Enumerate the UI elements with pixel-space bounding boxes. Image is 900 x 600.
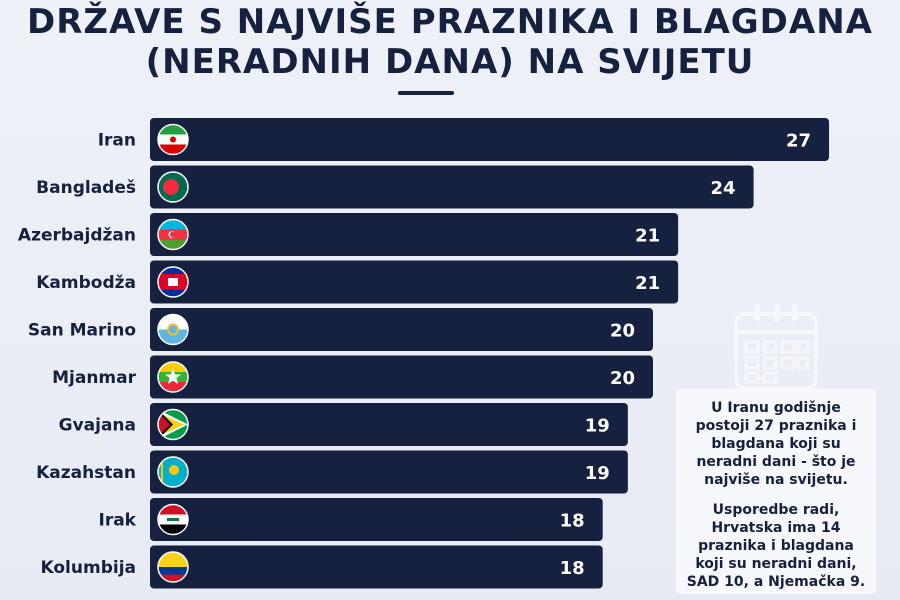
bar-8 bbox=[150, 450, 628, 494]
bar-10 bbox=[150, 545, 603, 589]
kazakhstan-flag-icon bbox=[157, 456, 189, 488]
info-paragraph-iran: U Iranu godišnje postoji 27 praznika i b… bbox=[695, 400, 857, 488]
category-label: Irak bbox=[99, 511, 137, 531]
bar-1 bbox=[150, 118, 830, 161]
colombia-flag-icon bbox=[157, 551, 189, 583]
info-paragraph-comparison: Usporedbe radi, Hrvatska ima 14 praznika… bbox=[686, 502, 866, 590]
calendar-icon bbox=[734, 304, 818, 390]
chart-title: DRŽAVE S NAJVIŠE PRAZNIKA I BLAGDANA (NE… bbox=[0, 2, 900, 82]
cambodia-flag-icon bbox=[157, 266, 189, 298]
category-label: Iran bbox=[98, 131, 136, 151]
bar-4 bbox=[150, 260, 679, 304]
value-label: 19 bbox=[585, 463, 610, 484]
info-box: U Iranu godišnje postoji 27 praznika i b… bbox=[676, 389, 876, 594]
value-label: 21 bbox=[635, 273, 660, 294]
value-label: 20 bbox=[610, 321, 635, 342]
category-label: Azerbajdžan bbox=[18, 226, 136, 246]
value-label: 18 bbox=[560, 511, 585, 532]
bar-6 bbox=[150, 355, 653, 399]
bar-9 bbox=[150, 498, 603, 541]
bangladesh-flag-icon bbox=[157, 171, 189, 203]
value-label: 20 bbox=[610, 368, 635, 389]
category-label: San Marino bbox=[28, 321, 136, 341]
value-label: 21 bbox=[635, 226, 660, 247]
category-label: Kolumbija bbox=[41, 558, 137, 578]
category-label: Kazahstan bbox=[36, 463, 136, 483]
title-line-1: DRŽAVE S NAJVIŠE PRAZNIKA I BLAGDANA bbox=[27, 2, 873, 42]
category-label: Gvajana bbox=[59, 416, 136, 436]
bar-2 bbox=[150, 165, 754, 209]
iraq-flag-icon bbox=[157, 503, 189, 536]
bar-5 bbox=[150, 308, 653, 351]
san-marino-flag-icon bbox=[157, 313, 189, 346]
category-label: Mjanmar bbox=[52, 368, 137, 388]
value-label: 18 bbox=[560, 558, 585, 579]
value-label: 24 bbox=[711, 178, 736, 199]
value-label: 27 bbox=[786, 131, 811, 152]
category-label: Bangladeš bbox=[36, 178, 136, 198]
azerbaijan-flag-icon bbox=[157, 218, 189, 251]
guyana-flag-icon bbox=[157, 408, 189, 441]
bar-7 bbox=[150, 403, 628, 446]
category-label: Kambodža bbox=[36, 273, 136, 293]
title-line-2: (NERADNIH DANA) NA SVIJETU bbox=[145, 42, 755, 82]
bar-3 bbox=[150, 213, 679, 256]
myanmar-flag-icon bbox=[157, 361, 189, 393]
title-underline bbox=[398, 91, 454, 95]
value-label: 19 bbox=[585, 416, 610, 437]
iran-flag-icon bbox=[157, 123, 189, 156]
